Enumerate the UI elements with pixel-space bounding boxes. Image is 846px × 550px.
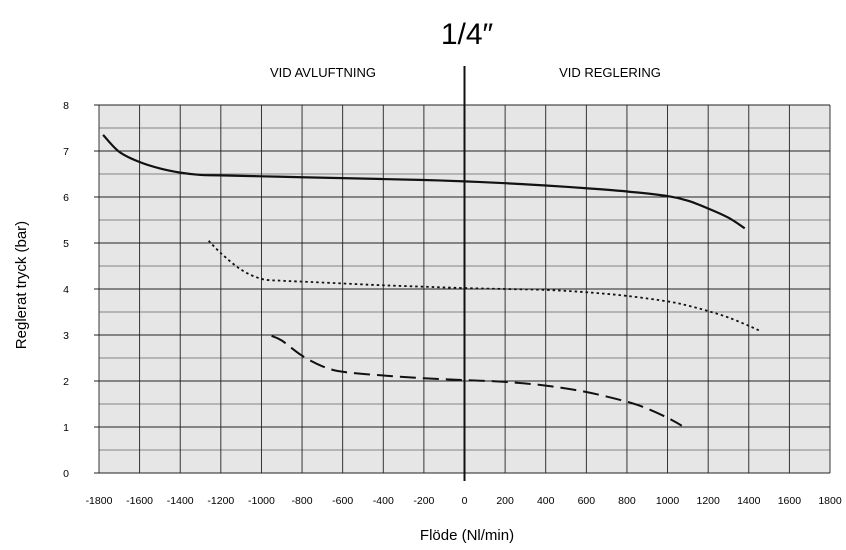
x-tick-label: 1400 <box>737 495 761 507</box>
y-tick-label: 7 <box>63 146 69 158</box>
left-region-label: VID AVLUFTNING <box>270 65 376 80</box>
right-region-label: VID REGLERING <box>559 65 661 80</box>
x-tick-label: 1000 <box>656 495 680 507</box>
x-tick-label: -800 <box>292 495 313 507</box>
y-tick-label: 5 <box>63 238 69 250</box>
y-tick-label: 1 <box>63 422 69 434</box>
x-tick-label: 200 <box>496 495 514 507</box>
tick-labels: -1800 -1600 -1400 -1200 -1000 -800 -600 -400 -20… <box>63 100 842 507</box>
x-tick-label: 400 <box>537 495 555 507</box>
x-tick-label: -1600 <box>126 495 153 507</box>
y-tick-label: 8 <box>63 100 69 112</box>
chart-title: 1/4″ <box>441 18 494 51</box>
x-tick-label: -200 <box>413 495 434 507</box>
x-tick-label: -1200 <box>207 495 234 507</box>
series-line-dashed <box>271 334 683 427</box>
y-tick-label: 2 <box>63 376 69 388</box>
y-tick-label: 3 <box>63 330 69 342</box>
x-tick-label: -400 <box>373 495 394 507</box>
x-tick-label: 1600 <box>778 495 802 507</box>
y-tick-label: 0 <box>63 468 69 480</box>
series-lines <box>102 134 762 427</box>
y-tick-label: 4 <box>63 284 69 296</box>
x-tick-label: 1200 <box>696 495 720 507</box>
x-tick-label: 800 <box>618 495 636 507</box>
axes <box>94 66 466 481</box>
x-tick-label: -1000 <box>248 495 275 507</box>
x-tick-label: -600 <box>332 495 353 507</box>
y-tick-label: 6 <box>63 192 69 204</box>
x-tick-label: -1800 <box>86 495 113 507</box>
x-tick-label: 0 <box>462 495 468 507</box>
x-tick-label: -1400 <box>167 495 194 507</box>
x-axis-label: Flöde (Nl/min) <box>420 527 514 544</box>
x-tick-label: 1800 <box>818 495 842 507</box>
series-line-dotted <box>208 240 762 333</box>
y-axis-label: Reglerat tryck (bar) <box>13 221 30 349</box>
x-tick-label: 600 <box>578 495 596 507</box>
series-line-solid <box>102 134 746 230</box>
